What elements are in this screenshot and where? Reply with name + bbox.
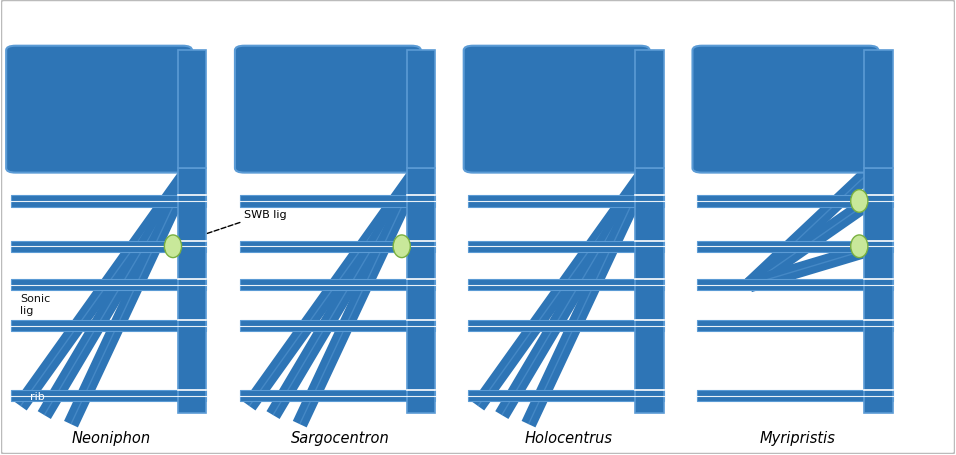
Bar <box>468 196 663 207</box>
Bar <box>240 196 435 207</box>
Bar <box>11 279 206 291</box>
Ellipse shape <box>164 235 182 258</box>
Text: IV: IV <box>186 300 198 310</box>
FancyBboxPatch shape <box>464 46 649 173</box>
Bar <box>406 169 435 413</box>
Text: rib: rib <box>30 391 45 401</box>
Text: Neoniphon: Neoniphon <box>72 430 151 445</box>
Ellipse shape <box>851 190 868 213</box>
Bar <box>697 390 893 402</box>
Text: III: III <box>187 261 197 271</box>
Bar <box>11 196 206 207</box>
Bar <box>240 320 435 332</box>
Bar <box>11 241 206 253</box>
Ellipse shape <box>393 235 410 258</box>
Bar <box>178 169 206 413</box>
Text: Sargocentron: Sargocentron <box>291 430 389 445</box>
Text: Sonic
lig: Sonic lig <box>20 293 51 315</box>
Text: Holocentrus: Holocentrus <box>525 430 613 445</box>
Bar <box>468 320 663 332</box>
Text: I: I <box>190 177 194 187</box>
Bar <box>697 279 893 291</box>
Bar <box>178 51 206 169</box>
Text: Sonic
muscle: Sonic muscle <box>39 115 79 136</box>
Bar <box>406 51 435 169</box>
Text: V: V <box>188 356 196 366</box>
Bar <box>11 320 206 332</box>
Text: Back of the head: Back of the head <box>25 62 138 76</box>
Text: II: II <box>188 219 195 229</box>
FancyBboxPatch shape <box>692 46 879 173</box>
FancyBboxPatch shape <box>235 46 421 173</box>
Bar <box>697 241 893 253</box>
Bar <box>697 196 893 207</box>
Ellipse shape <box>851 235 868 258</box>
Bar <box>864 169 893 413</box>
FancyBboxPatch shape <box>6 46 192 173</box>
Bar <box>636 51 663 169</box>
Text: Myripristis: Myripristis <box>759 430 836 445</box>
Bar <box>864 51 893 169</box>
Bar <box>240 241 435 253</box>
Text: SWB lig: SWB lig <box>183 209 287 242</box>
Bar <box>468 279 663 291</box>
Bar <box>11 390 206 402</box>
Bar <box>636 169 663 413</box>
Bar <box>468 390 663 402</box>
Bar <box>240 279 435 291</box>
Bar <box>697 320 893 332</box>
Bar <box>240 390 435 402</box>
Bar <box>468 241 663 253</box>
